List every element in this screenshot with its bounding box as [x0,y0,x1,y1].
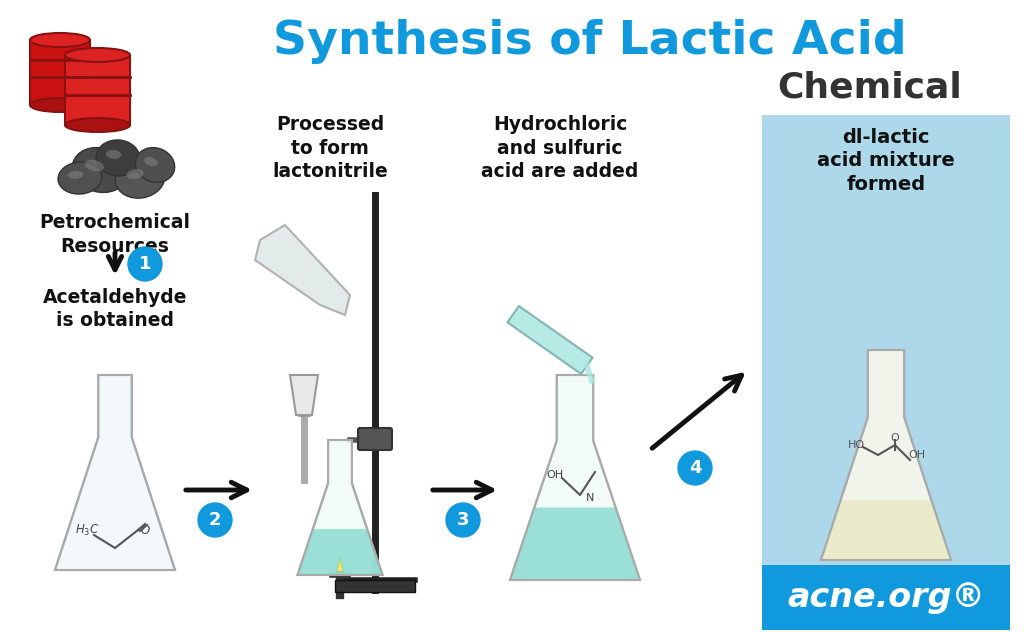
Ellipse shape [105,150,121,159]
Ellipse shape [58,162,102,194]
Ellipse shape [85,160,104,171]
FancyBboxPatch shape [335,580,415,592]
Text: $H_3C$: $H_3C$ [75,523,99,538]
Polygon shape [821,350,951,560]
Polygon shape [338,560,342,571]
FancyBboxPatch shape [30,40,90,105]
Polygon shape [55,375,175,570]
Text: O: O [891,433,899,443]
Circle shape [446,503,480,537]
Text: 1: 1 [138,255,152,273]
Polygon shape [290,375,318,415]
Polygon shape [255,225,350,315]
Ellipse shape [65,48,130,62]
Text: Processed
to form
lactonitrile: Processed to form lactonitrile [272,115,388,181]
FancyBboxPatch shape [358,428,392,450]
Ellipse shape [96,140,140,176]
Ellipse shape [144,157,158,166]
Text: 2: 2 [209,511,221,529]
Ellipse shape [30,98,90,112]
Text: Acetaldehyde
is obtained: Acetaldehyde is obtained [43,288,187,331]
Ellipse shape [126,169,143,179]
Ellipse shape [30,33,90,47]
Text: OH: OH [908,450,926,460]
Polygon shape [510,375,640,580]
Text: N: N [586,493,594,503]
Text: HO: HO [848,440,864,450]
Polygon shape [508,306,593,374]
FancyBboxPatch shape [762,115,1010,590]
Polygon shape [821,500,951,560]
Polygon shape [510,507,640,580]
Text: OH: OH [547,470,563,480]
Text: 4: 4 [689,459,701,477]
Text: acne.org®: acne.org® [787,581,985,614]
Ellipse shape [73,147,128,193]
Polygon shape [298,529,383,575]
Polygon shape [336,555,344,573]
Ellipse shape [135,148,175,183]
Circle shape [128,247,162,281]
Polygon shape [298,440,383,575]
Text: Synthesis of Lactic Acid: Synthesis of Lactic Acid [273,20,907,64]
FancyBboxPatch shape [762,565,1010,630]
Text: 3: 3 [457,511,469,529]
Ellipse shape [115,158,165,198]
Ellipse shape [68,171,83,179]
Text: $O$: $O$ [139,523,151,537]
Text: Chemical: Chemical [777,71,963,105]
Circle shape [198,503,232,537]
Ellipse shape [65,118,130,132]
Text: Petrochemical
Resources: Petrochemical Resources [40,213,190,255]
Text: dl-lactic
acid mixture
formed: dl-lactic acid mixture formed [817,128,954,194]
Circle shape [678,451,712,485]
FancyBboxPatch shape [65,55,130,125]
Text: Hydrochloric
and sulfuric
acid are added: Hydrochloric and sulfuric acid are added [481,115,639,181]
